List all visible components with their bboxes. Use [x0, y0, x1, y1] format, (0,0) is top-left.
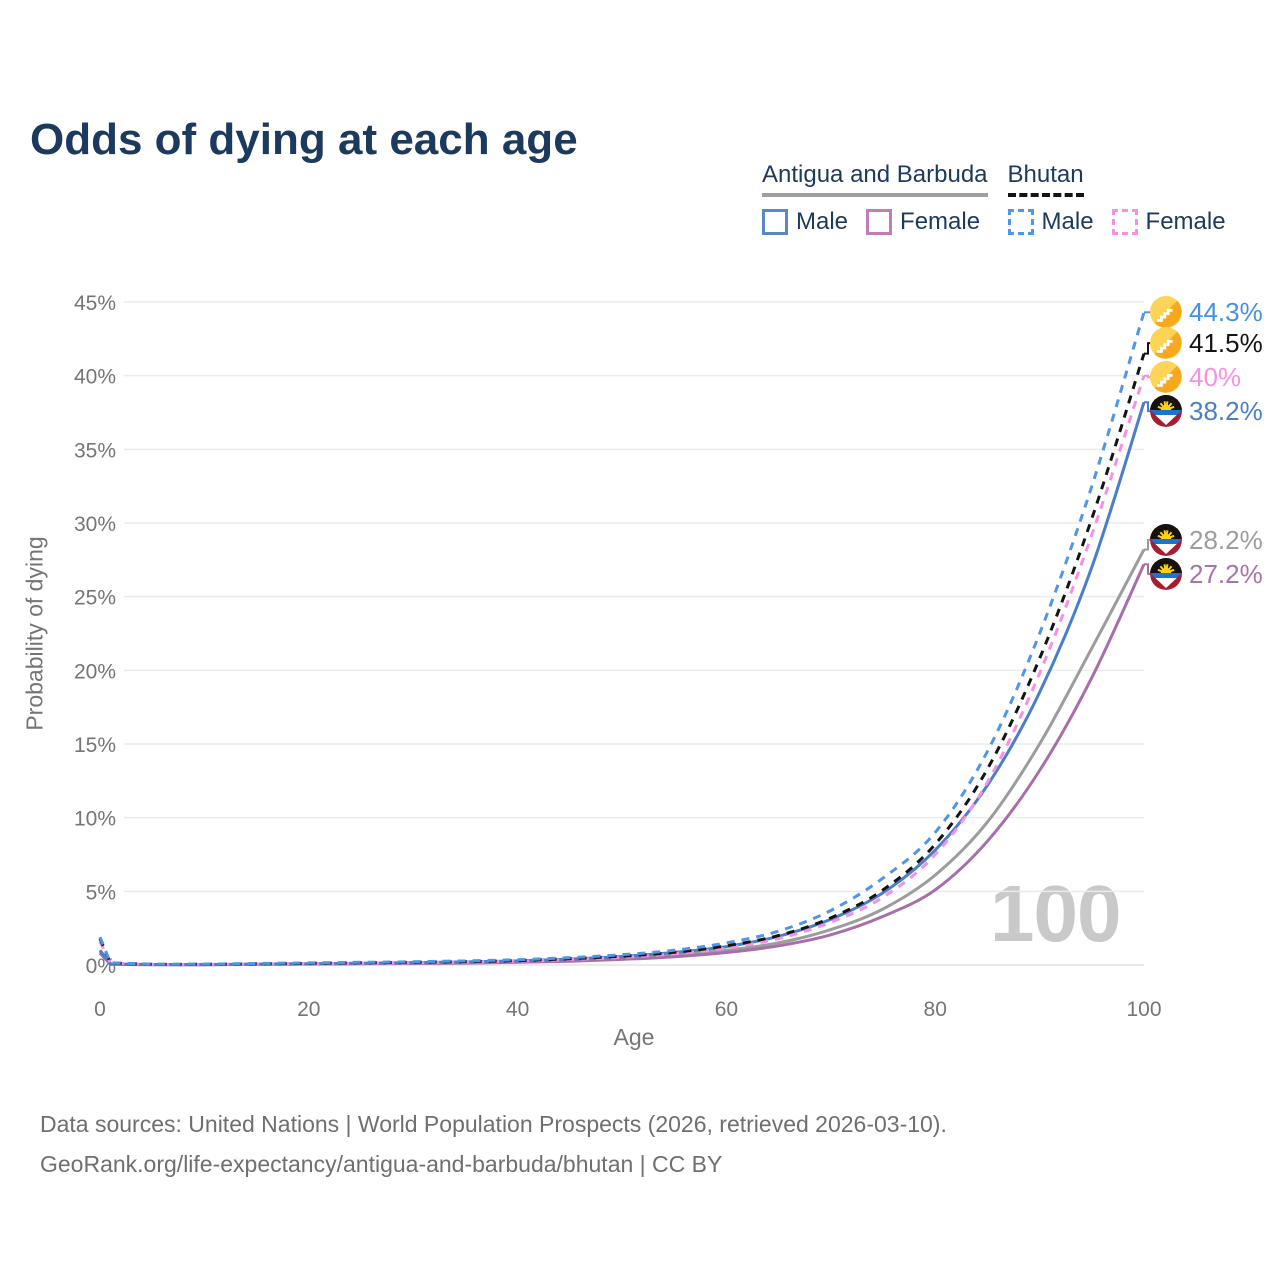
y-tick-label-5: 5% [86, 881, 116, 904]
series-line-bhutan-female[interactable] [98, 375, 1146, 966]
end-label-bhutan: 41.5% [1150, 327, 1263, 359]
y-tick-label-35: 35% [74, 439, 116, 462]
legend-item-bhutan-male[interactable]: Male [1007, 208, 1094, 236]
flag-antigua-and-barbuda-icon [1150, 558, 1182, 590]
end-label-connector-bhutan [1144, 342, 1152, 355]
legend-item-antigua-and-barbuda-female[interactable]: Female [866, 208, 980, 236]
x-tick-label-80: 80 [924, 998, 947, 1021]
legend-item-bhutan-female[interactable]: Female [1111, 208, 1226, 236]
end-label-connector-antigua-and-barbuda-female [1144, 563, 1152, 575]
legend-item-label: Female [1145, 208, 1226, 236]
page-title: Odds of dying at each age [30, 115, 578, 165]
end-label-bhutan-female: 40% [1150, 361, 1241, 393]
y-tick-label-0: 0% [86, 955, 116, 978]
legend-item-label: Male [1041, 208, 1094, 236]
y-tick-label-10: 10% [74, 808, 116, 831]
y-tick-label-15: 15% [74, 734, 116, 757]
end-label-value-bhutan: 41.5% [1189, 327, 1263, 358]
x-axis-title: Age [613, 1024, 655, 1050]
x-tick-label-60: 60 [715, 998, 738, 1021]
end-label-value-bhutan-male: 44.3% [1189, 296, 1263, 327]
series-line-antigua-and-barbuda[interactable] [98, 548, 1146, 967]
series-line-antigua-and-barbuda-male[interactable] [98, 401, 1146, 967]
footer-attribution: GeoRank.org/life-expectancy/antigua-and-… [40, 1151, 723, 1177]
legend-items-antigua-and-barbuda: Male Female [762, 208, 980, 236]
end-label-value-antigua-and-barbuda: 28.2% [1189, 524, 1263, 555]
x-tick-label-0: 0 [94, 998, 106, 1021]
legend-item-label: Male [796, 208, 849, 236]
legend-swatch-antigua-and-barbuda-female [866, 209, 893, 236]
footer: Data sources: United Nations | World Pop… [40, 1104, 947, 1184]
end-label-bhutan-male: 44.3% [1150, 296, 1263, 328]
legend-country-label-antigua-and-barbuda: Antigua and Barbuda [762, 161, 988, 198]
end-label-antigua-and-barbuda-female: 27.2% [1150, 558, 1263, 590]
series-line-bhutan[interactable] [98, 353, 1146, 966]
x-tick-label-20: 20 [297, 998, 320, 1021]
legend-items-bhutan: Male Female [1007, 208, 1226, 236]
legend-country-label-bhutan: Bhutan [1007, 161, 1084, 198]
end-label-antigua-and-barbuda-male: 38.2% [1150, 395, 1263, 427]
series-line-bhutan-male[interactable] [98, 311, 1146, 966]
y-tick-label-30: 30% [74, 513, 116, 536]
end-label-value-antigua-and-barbuda-male: 38.2% [1189, 395, 1263, 426]
end-label-value-bhutan-female: 40% [1189, 361, 1242, 392]
x-tick-label-40: 40 [506, 998, 529, 1021]
y-tick-label-45: 45% [74, 292, 116, 315]
end-label-antigua-and-barbuda: 28.2% [1150, 524, 1263, 556]
end-label-connector-antigua-and-barbuda [1144, 538, 1152, 551]
legend-group-bhutan: Bhutan Male Female [1007, 161, 1226, 236]
legend-swatch-bhutan-male [1007, 209, 1034, 236]
legend-item-antigua-and-barbuda-male[interactable]: Male [762, 208, 848, 236]
x-tick-label-100: 100 [1126, 998, 1161, 1021]
footer-data-sources: Data sources: United Nations | World Pop… [40, 1111, 947, 1137]
flag-bhutan-icon [1150, 327, 1182, 359]
series-line-antigua-and-barbuda-female[interactable] [98, 563, 1146, 967]
legend: Antigua and Barbuda Male Female Bhutan Male F… [762, 161, 1226, 236]
flag-antigua-and-barbuda-icon [1150, 524, 1182, 556]
flag-antigua-and-barbuda-icon [1150, 395, 1182, 427]
age-watermark: 100 [990, 869, 1121, 958]
legend-swatch-antigua-and-barbuda-male [762, 209, 788, 236]
end-label-connector-bhutan-female [1144, 374, 1152, 379]
legend-swatch-bhutan-female [1111, 209, 1138, 236]
legend-item-label: Female [900, 208, 981, 236]
y-tick-label-40: 40% [74, 366, 116, 389]
y-tick-label-25: 25% [74, 587, 116, 610]
y-tick-label-20: 20% [74, 660, 116, 683]
end-label-connector-antigua-and-barbuda-male [1144, 401, 1152, 413]
flag-bhutan-icon [1150, 296, 1182, 328]
end-label-value-antigua-and-barbuda-female: 27.2% [1189, 558, 1263, 589]
legend-group-antigua-and-barbuda: Antigua and Barbuda Male Female [762, 161, 988, 236]
flag-bhutan-icon [1150, 361, 1182, 393]
